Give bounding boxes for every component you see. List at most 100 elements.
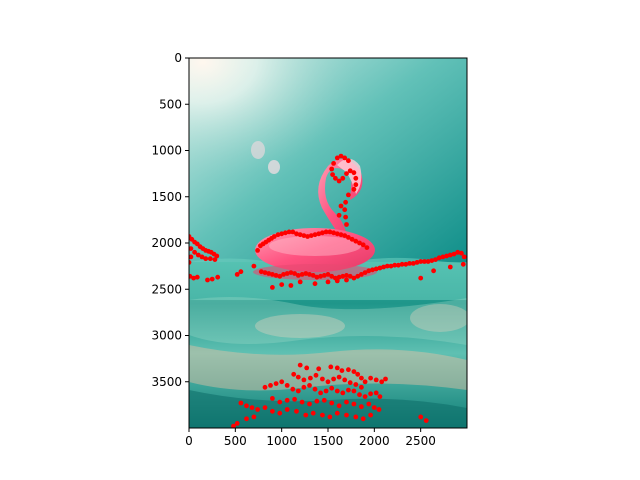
y-tick-label: 2500	[151, 282, 182, 296]
y-tick-label: 3000	[151, 329, 182, 343]
scatter-point	[212, 257, 218, 262]
scatter-point	[342, 155, 348, 161]
scatter-point	[195, 252, 201, 258]
scatter-point	[351, 369, 357, 374]
scatter-point	[279, 282, 285, 287]
scatter-point	[301, 377, 307, 383]
scatter-point	[444, 253, 449, 259]
scatter-point	[191, 275, 197, 281]
scatter-point	[340, 175, 346, 181]
scatter-point	[461, 254, 467, 260]
scatter-point	[291, 371, 297, 377]
scatter-point	[373, 266, 379, 272]
scatter-point	[279, 379, 285, 385]
scatter-point	[410, 261, 416, 266]
scatter-point	[336, 403, 342, 409]
x-tick-label: 1000	[266, 434, 297, 448]
scatter-point	[368, 391, 373, 397]
scatter-point	[346, 387, 351, 393]
scatter-point	[303, 271, 309, 276]
scatter-point	[214, 253, 220, 259]
scatter-point	[344, 273, 349, 278]
scatter-point	[388, 263, 394, 269]
scatter-point	[194, 274, 200, 280]
scatter-point	[440, 254, 446, 260]
scatter-point	[295, 273, 301, 278]
scatter-point	[330, 172, 335, 178]
scatter-point	[310, 273, 316, 278]
scatter-point	[316, 231, 322, 237]
scatter-point	[340, 390, 346, 396]
scatter-point	[377, 394, 383, 399]
scatter-point	[373, 377, 379, 383]
scatter-point	[303, 412, 309, 418]
scatter-point	[283, 230, 288, 236]
scatter-point	[329, 385, 335, 391]
scatter-point	[347, 168, 353, 174]
scatter-point	[366, 401, 372, 407]
scatter-point	[270, 396, 275, 401]
scatter-point	[343, 199, 348, 205]
scatter-point	[423, 418, 429, 423]
scatter-point	[329, 273, 335, 279]
scatter-point	[305, 234, 310, 239]
scatter-point	[290, 386, 296, 392]
scatter-point	[292, 396, 297, 402]
scatter-point	[359, 384, 364, 390]
scatter-point	[331, 161, 336, 166]
scatter-point	[301, 384, 307, 390]
scatter-point	[304, 365, 310, 371]
scatter-point	[262, 405, 268, 410]
scatter-point	[297, 279, 303, 285]
scatter-point	[336, 178, 342, 184]
scatter-point	[325, 279, 331, 285]
scatter-point	[344, 412, 349, 418]
scatter-point	[189, 260, 192, 265]
scatter-point	[418, 259, 424, 264]
scatter-point	[275, 232, 281, 238]
scatter-point	[314, 398, 320, 404]
scatter-point	[268, 383, 273, 388]
scatter-point	[359, 404, 364, 410]
scatter-point	[343, 214, 348, 220]
scatter-point	[436, 255, 442, 261]
scatter-point	[244, 416, 249, 422]
scatter-point	[344, 222, 349, 227]
scatter-point	[279, 231, 285, 237]
scatter-point	[238, 400, 244, 406]
scatter-point	[368, 375, 373, 381]
scatter-point	[314, 274, 320, 280]
scatter-point	[346, 235, 351, 240]
scatter-point	[418, 275, 424, 281]
scatter-point	[273, 273, 279, 278]
x-tick-label: 0	[185, 434, 193, 448]
scatter-point	[321, 273, 327, 278]
scatter-point	[192, 249, 198, 255]
scatter-point	[255, 248, 260, 253]
scatter-point	[215, 274, 221, 280]
photo-background	[189, 58, 467, 428]
scatter-point	[270, 408, 275, 414]
scatter-point	[338, 153, 344, 159]
scatter-point	[312, 232, 318, 238]
y-tick-label: 1000	[151, 144, 182, 158]
scatter-point	[353, 175, 359, 181]
scatter-point	[414, 260, 420, 265]
scatter-point	[234, 272, 240, 277]
scatter-point	[357, 392, 362, 398]
scatter-point	[346, 367, 351, 373]
scatter-point	[340, 273, 346, 279]
scatter-point	[295, 388, 301, 394]
scatter-point	[368, 412, 373, 418]
scatter-point	[431, 268, 436, 274]
scatter-point	[277, 410, 283, 416]
scatter-point	[403, 261, 409, 267]
scatter-point	[334, 410, 340, 416]
scatter-point	[407, 261, 412, 266]
scatter-point	[199, 254, 205, 260]
scatter-point	[360, 242, 366, 248]
scatter-point	[313, 372, 319, 378]
scatter-point	[299, 272, 305, 277]
scatter-point	[396, 262, 401, 268]
scatter-point	[351, 401, 357, 407]
